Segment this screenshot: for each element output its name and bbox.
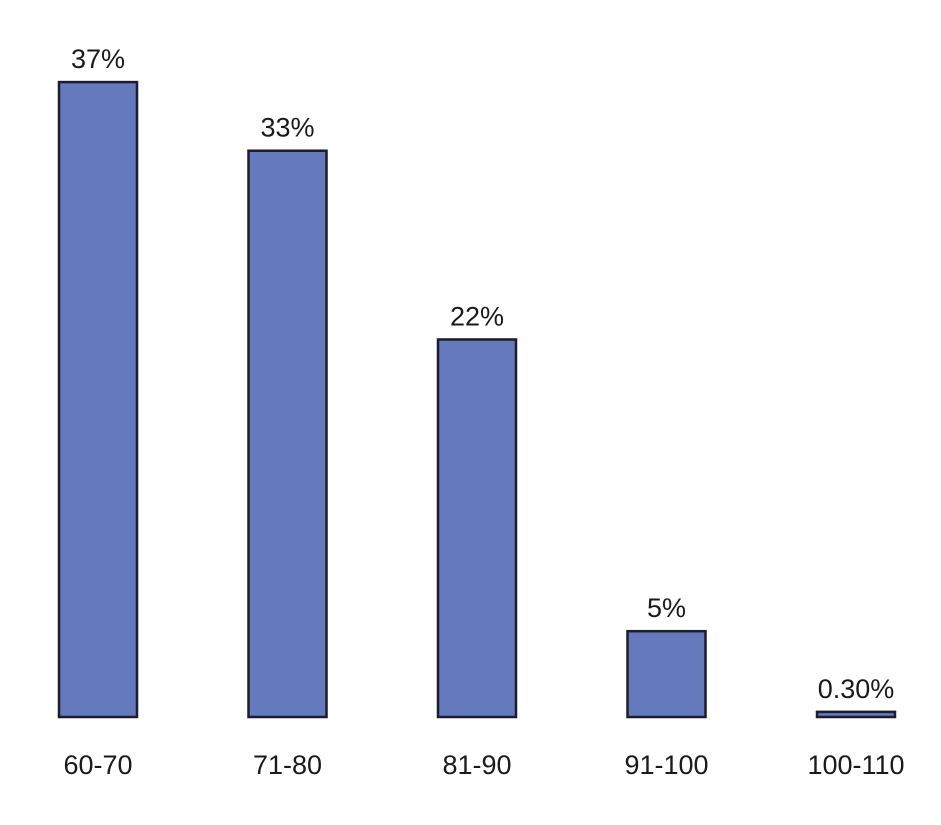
value-label: 0.30%: [818, 674, 895, 704]
bar: [815, 710, 897, 719]
bar: [57, 80, 139, 719]
bar: [626, 629, 707, 719]
value-label: 5%: [647, 593, 686, 623]
value-label: 33%: [260, 113, 314, 143]
value-label: 22%: [450, 301, 504, 331]
x-tick-label: 81-90: [442, 750, 511, 780]
bar: [436, 338, 518, 719]
x-tick-label: 71-80: [253, 750, 322, 780]
x-tick-label: 100-110: [807, 750, 904, 780]
bar: [247, 149, 328, 719]
x-tick-label: 60-70: [63, 750, 132, 780]
value-label: 37%: [71, 44, 125, 74]
x-tick-label: 91-100: [624, 750, 708, 780]
